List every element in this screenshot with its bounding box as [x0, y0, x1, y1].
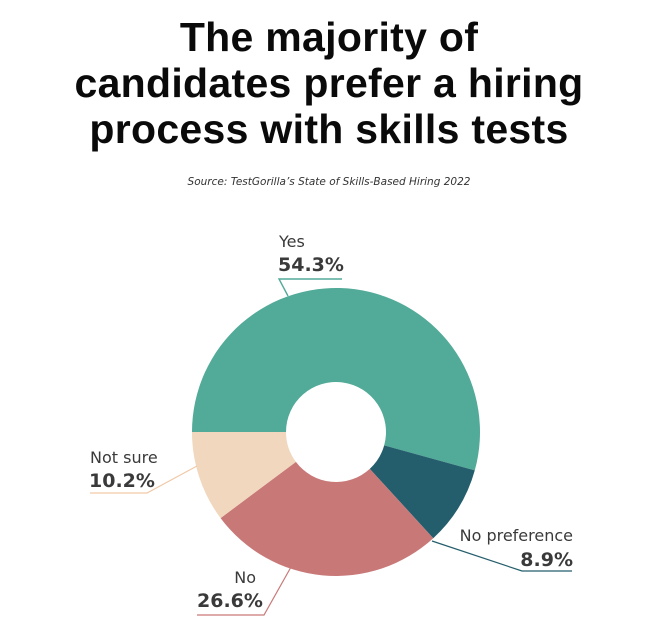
title-line-2: candidates prefer a hiring	[74, 60, 584, 106]
chart-title: The majority of candidates prefer a hiri…	[0, 14, 658, 152]
donut-slices	[192, 288, 480, 577]
source-note: Source: TestGorilla’s State of Skills-Ba…	[187, 176, 471, 188]
label-yes: Yes 54.3%	[278, 232, 344, 276]
label-not-sure-name: Not sure	[90, 448, 158, 467]
leader-line-no-preference	[431, 540, 572, 572]
label-no-preference: No preference 8.9%	[460, 526, 573, 571]
label-no: No 26.6%	[197, 568, 263, 612]
leader-line-not-sure	[90, 465, 198, 494]
label-no-value: 26.6%	[197, 590, 263, 612]
title-line-3: process with skills tests	[89, 106, 569, 152]
slice-yes	[192, 288, 480, 471]
label-yes-name: Yes	[278, 232, 305, 251]
label-not-sure: Not sure 10.2%	[89, 448, 158, 492]
label-not-sure-value: 10.2%	[89, 470, 155, 492]
slice-no-preference	[369, 445, 475, 539]
label-no-name: No	[234, 568, 256, 587]
slice-not-sure	[192, 432, 296, 519]
leader-line-no	[197, 566, 292, 616]
slice-no	[220, 461, 434, 577]
leader-line-yes	[277, 278, 342, 297]
label-no-preference-name: No preference	[460, 526, 573, 545]
title-line-1: The majority of	[179, 14, 479, 60]
label-no-preference-value: 8.9%	[520, 549, 573, 571]
label-yes-value: 54.3%	[278, 254, 344, 276]
